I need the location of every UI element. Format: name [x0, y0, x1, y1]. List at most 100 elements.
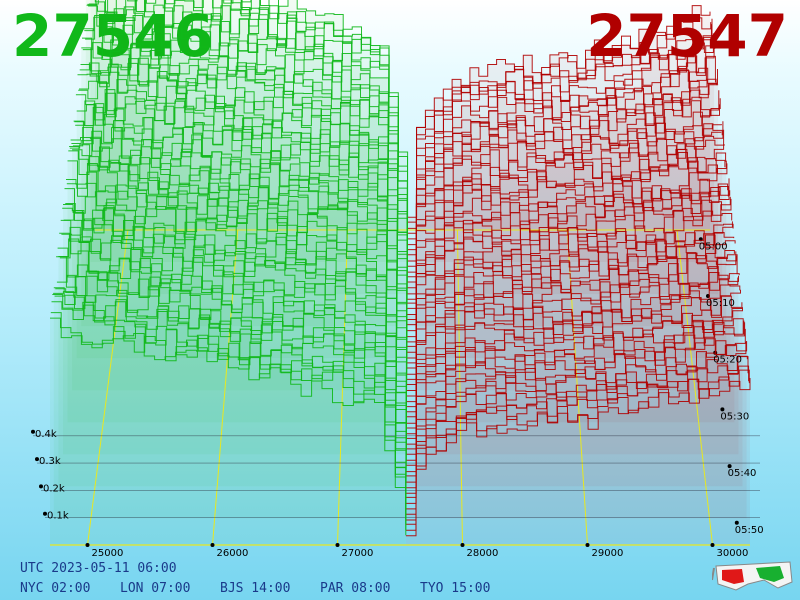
bid-depth-line: [63, 204, 407, 445]
ask-depth-line: [406, 221, 733, 397]
utc-time: UTC 2023-05-11 06:00: [20, 561, 177, 576]
ask-depth-line: [407, 152, 727, 343]
ask-depth-line: [407, 139, 725, 332]
ask-depth-line: [407, 70, 717, 267]
ask-depth-line: [407, 33, 714, 246]
ask-depth-line: [406, 318, 744, 483]
bid-depth-line: [51, 301, 407, 525]
bid-depth-line: [69, 144, 407, 396]
y-tick-label: 0.3k: [39, 456, 61, 467]
x-tick-dot: [585, 543, 590, 547]
bid-depth-line: [184, 0, 408, 239]
bid-depth-line: [82, 42, 408, 304]
bid-depth-line: [165, 0, 408, 244]
ask-depth-line: [406, 302, 743, 473]
x-gridline: [456, 229, 463, 546]
x-tick-dot: [460, 543, 465, 547]
y-tick-label: 0.2k: [43, 483, 65, 494]
ask-depth-line: [406, 232, 735, 408]
bid-depth-line: [212, 0, 408, 233]
bid-depth-line: [87, 3, 408, 272]
time-tick-label: 05:40: [728, 468, 757, 479]
axis-labels: 25000 26000 27000 28000 29000 30000 0.1k 0.2k 0.…: [35, 241, 764, 559]
bid-depth-line: [75, 89, 408, 353]
ask-depth-line: [406, 322, 746, 494]
bid-depth-line: [85, 15, 408, 289]
par-time: PAR 08:00: [320, 581, 391, 596]
bid-depth-line: [50, 312, 407, 530]
bid-depth-area: [53, 287, 406, 519]
bid-depth-line: [241, 0, 408, 223]
ask-depth-line: [405, 369, 750, 531]
ask-depth-area: [406, 341, 747, 519]
time-tick-label: 05:00: [699, 241, 728, 252]
time-tick-label: 05:50: [735, 525, 764, 536]
bid-depth-line: [86, 0, 408, 277]
time-tick-label: 05:30: [720, 411, 749, 422]
time-tick-label: 05:20: [713, 355, 742, 366]
bid-depth-line: [54, 276, 407, 504]
ask-depth-area: [407, 46, 715, 263]
bid-depth-line: [59, 232, 407, 471]
x-tick-label: 27000: [342, 548, 374, 559]
bid-depth-line: [62, 207, 407, 449]
bid-depth-line: [76, 92, 408, 348]
bid-depth-line: [81, 47, 408, 315]
ask-depth-line: [407, 152, 726, 338]
ask-depth-line: [406, 254, 738, 435]
x-tick-dot: [85, 543, 90, 547]
bid-depth-line: [74, 103, 408, 363]
time-tick-dot: [734, 520, 739, 525]
y-tick-label: 0.1k: [47, 511, 69, 522]
bid-depth-line: [84, 16, 408, 294]
ask-depth-line: [406, 341, 748, 510]
bid-depth-area: [63, 204, 407, 455]
bid-depth-line: [82, 37, 408, 310]
y-tick-dot: [43, 511, 47, 516]
y-tick-dot: [31, 429, 35, 434]
ask-depth-area: [405, 378, 750, 545]
nyc-time: NYC 02:00: [20, 581, 91, 596]
bid-depth-line: [79, 62, 408, 326]
ask-depth-line: [405, 378, 751, 537]
x-tick-label: 29000: [592, 548, 624, 559]
bid-depth-area: [50, 318, 406, 545]
x-gridline: [676, 229, 713, 546]
y-tick-label: 0.4k: [35, 429, 57, 440]
bid-depth-line: [50, 317, 407, 536]
y-tick-dot: [39, 484, 43, 489]
bid-depth-line: [53, 287, 407, 510]
tyo-time: TYO 15:00: [420, 581, 491, 596]
x-tick-label: 30000: [717, 548, 749, 559]
x-tick-label: 25000: [92, 548, 124, 559]
bid-depth-area: [72, 127, 407, 391]
x-tick-dot: [335, 543, 340, 547]
depth-lines: [50, 0, 751, 537]
bid-depth-line: [88, 0, 408, 266]
ask-depth-area: [406, 272, 739, 455]
bid-depth-line: [73, 106, 408, 369]
grid: [31, 229, 760, 547]
bid-depth-line: [56, 264, 407, 487]
bid-depth-line: [53, 291, 407, 514]
lon-time: LON 07:00: [120, 581, 191, 596]
3d-glasses-icon[interactable]: [712, 560, 796, 592]
bid-depth-line: [88, 0, 408, 262]
bid-depth-line: [77, 73, 408, 341]
ask-depth-line: [407, 5, 711, 218]
bid-depth-line: [63, 205, 407, 439]
time-tick-dot: [727, 464, 732, 469]
bid-depth-line: [135, 0, 408, 255]
time-tick-dot: [720, 407, 725, 412]
bid-depth-area: [58, 239, 407, 487]
bid-depth-line: [78, 79, 408, 337]
x-tick-dot: [710, 543, 715, 547]
time-tick-label: 05:10: [706, 298, 735, 309]
bid-depth-line: [66, 171, 407, 417]
ask-depth-area: [406, 196, 731, 391]
bid-depth-line: [60, 219, 407, 461]
ask-depth-line: [406, 240, 736, 418]
x-tick-dot: [210, 543, 215, 547]
